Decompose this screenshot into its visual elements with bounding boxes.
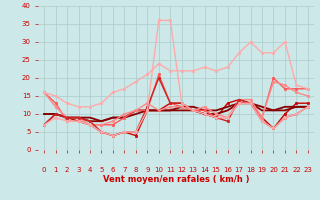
X-axis label: Vent moyen/en rafales ( km/h ): Vent moyen/en rafales ( km/h )	[103, 175, 249, 184]
